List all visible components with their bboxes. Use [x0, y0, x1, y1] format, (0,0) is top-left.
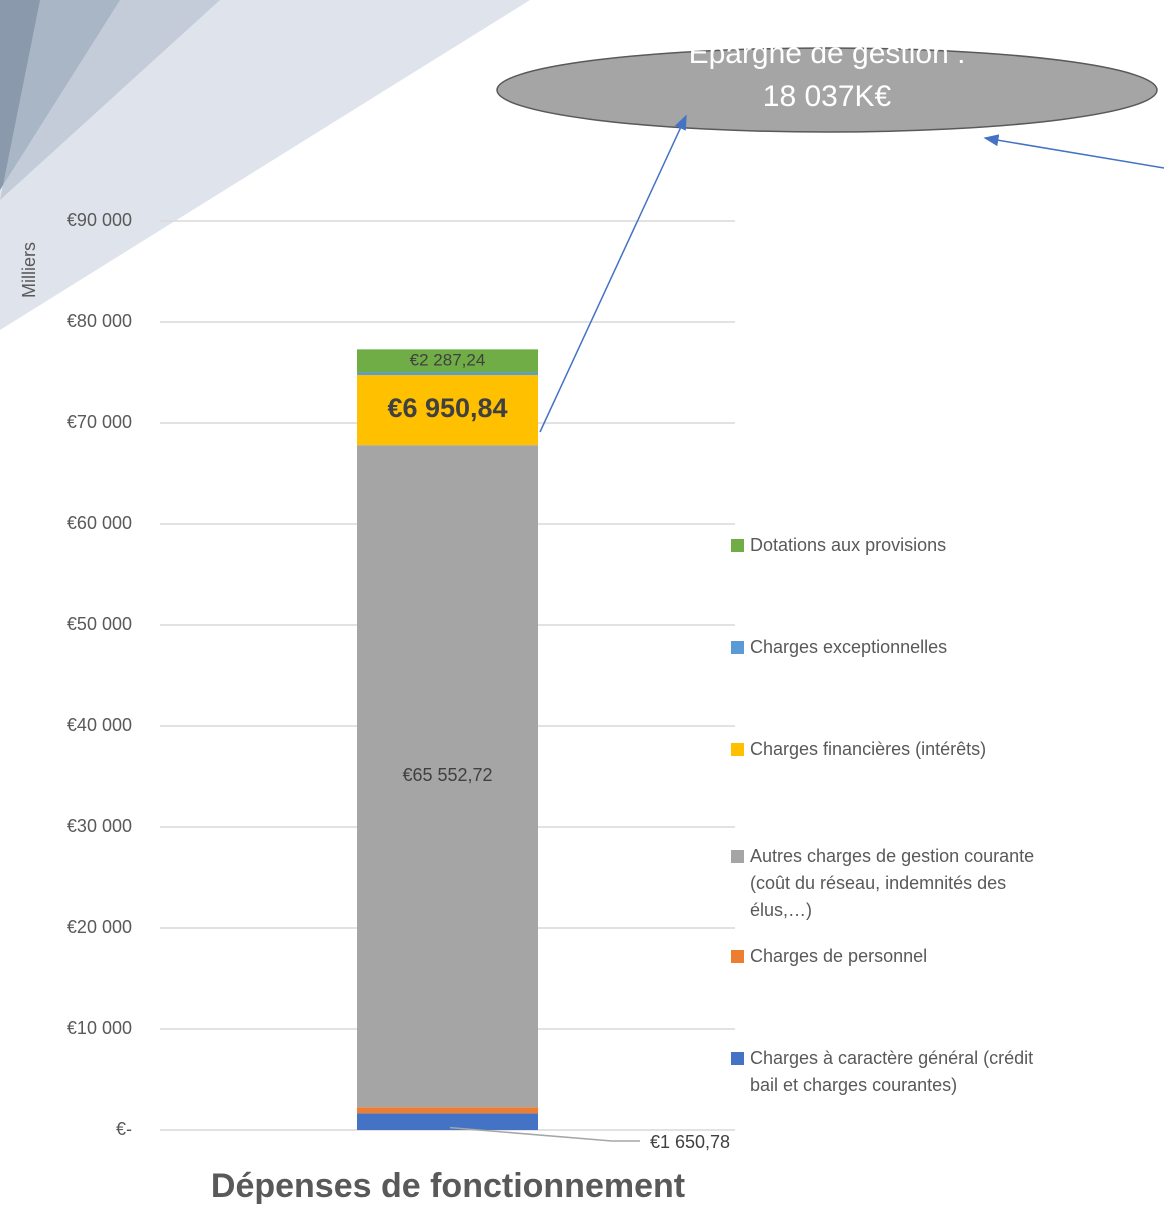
- y-tick-label: €-: [116, 1119, 132, 1139]
- legend-label: Charges exceptionnelles: [750, 637, 948, 657]
- legend-entry: Charges à caractère général (crédit bail…: [731, 1045, 1131, 1099]
- data-label: €65 552,72: [402, 765, 492, 785]
- y-tick-label: €30 000: [67, 816, 132, 836]
- legend-label: Charges financières (intérêts): [750, 739, 987, 759]
- leader-line: [449, 1126, 640, 1142]
- bar-segment: [357, 372, 538, 375]
- bar-segment: [357, 445, 538, 1108]
- annotation-text: Epargne de gestion :: [689, 37, 966, 70]
- legend-swatch: [731, 1052, 744, 1065]
- bar-segment: [357, 1113, 538, 1130]
- y-tick-label: €60 000: [67, 513, 132, 533]
- legend-label: Autres charges de gestion courante (coût…: [750, 846, 1035, 920]
- y-tick-label: €10 000: [67, 1018, 132, 1038]
- legend-entry: Dotations aux provisions: [731, 532, 1131, 559]
- y-tick-label: €80 000: [67, 311, 132, 331]
- annotation-text: 18 037K€: [763, 80, 892, 113]
- legend-entry: Autres charges de gestion courante (coût…: [731, 843, 1131, 924]
- legend-swatch: [731, 850, 744, 863]
- bar-segment: [357, 374, 538, 446]
- bar-segment: [357, 349, 538, 373]
- y-tick-label: €70 000: [67, 412, 132, 432]
- y-axis-label: Milliers: [19, 242, 39, 298]
- y-tick-label: €20 000: [67, 917, 132, 937]
- arrow: [983, 134, 1164, 169]
- legend-label: Charges à caractère général (crédit bail…: [750, 1048, 1034, 1095]
- data-label: €1 650,78: [650, 1132, 730, 1152]
- legend-entry: Charges de personnel: [731, 943, 1131, 970]
- y-tick-label: €90 000: [67, 210, 132, 230]
- arrow: [539, 114, 687, 433]
- annotation-bubble: [496, 47, 1158, 133]
- y-tick-label: €50 000: [67, 614, 132, 634]
- data-label: €2 287,24: [410, 350, 486, 369]
- legend-swatch: [731, 641, 744, 654]
- decoration: [0, 0, 530, 330]
- legend-swatch: [731, 539, 744, 552]
- legend-label: Charges de personnel: [750, 946, 928, 966]
- x-tick-label: Dépenses de fonctionnement: [211, 1167, 685, 1205]
- decoration: [0, 0, 220, 200]
- legend-label: Dotations aux provisions: [750, 535, 947, 555]
- data-label: €6 950,84: [387, 393, 507, 423]
- legend-entry: Charges exceptionnelles: [731, 634, 1131, 661]
- legend-entry: Charges financières (intérêts): [731, 736, 1131, 763]
- legend-swatch: [731, 950, 744, 963]
- legend-swatch: [731, 743, 744, 756]
- bar-segment: [357, 1107, 538, 1114]
- y-tick-label: €40 000: [67, 715, 132, 735]
